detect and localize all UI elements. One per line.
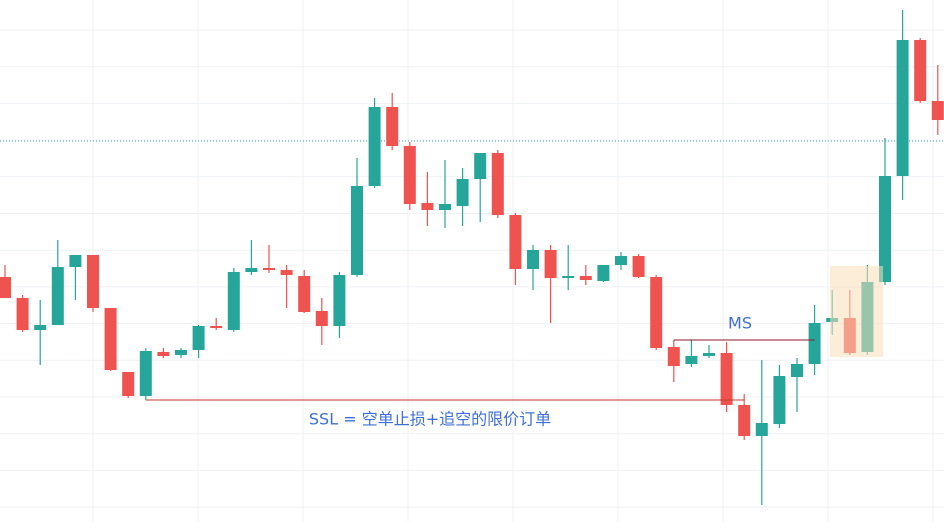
candle-body	[104, 308, 117, 370]
candle-body	[245, 268, 258, 272]
candle-body	[87, 255, 99, 308]
candle-body	[315, 311, 328, 326]
candle-body	[738, 405, 751, 436]
candle-body	[69, 255, 82, 267]
candle-body	[175, 350, 187, 355]
candle-body	[879, 176, 891, 282]
candle-body	[491, 153, 504, 215]
candle-body	[139, 351, 152, 396]
candle-body	[474, 153, 487, 179]
candle-body	[351, 186, 363, 275]
candle-body	[122, 372, 135, 396]
candle-body	[773, 376, 786, 424]
candle-body	[632, 256, 645, 277]
candle-body	[703, 353, 715, 356]
candle-body	[368, 107, 381, 186]
candle-body	[544, 250, 557, 278]
candle-body	[227, 272, 240, 330]
candle-body	[192, 326, 205, 350]
candle-body	[157, 352, 170, 356]
candle-body	[791, 364, 803, 377]
candle-body	[579, 276, 592, 280]
candle-body	[0, 277, 11, 298]
candle-body	[650, 277, 663, 348]
candle-body	[280, 270, 293, 275]
candle-body	[333, 275, 346, 326]
plot: SSL = 空单止损+追空的限价订单 MS	[0, 10, 944, 505]
candle-body	[896, 40, 909, 176]
candle-body	[386, 107, 399, 146]
candle-body	[16, 298, 29, 330]
highlight-box	[830, 266, 883, 357]
candle-body	[685, 356, 698, 364]
candle-body	[34, 325, 47, 330]
candle-body	[403, 146, 416, 204]
candle-body	[914, 40, 927, 101]
candle-body	[527, 250, 539, 269]
candle-body	[263, 268, 275, 270]
candle-body	[931, 101, 944, 120]
candle-body	[439, 204, 451, 210]
candle-body	[298, 276, 311, 312]
candle-body	[808, 323, 821, 364]
candle-body	[456, 179, 469, 206]
candle-body	[720, 353, 733, 405]
candle-body	[597, 265, 610, 281]
candle-body	[755, 423, 768, 436]
candle-body	[667, 347, 680, 366]
candle-body	[509, 215, 522, 269]
annotation-label: SSL = 空单止损+追空的限价订单	[309, 410, 551, 429]
candle-body	[210, 326, 223, 328]
annotation-label: MS	[728, 314, 752, 333]
candle-body	[562, 276, 575, 278]
candle-body	[51, 267, 64, 325]
candle-body	[421, 203, 434, 210]
candle-body	[615, 256, 627, 265]
